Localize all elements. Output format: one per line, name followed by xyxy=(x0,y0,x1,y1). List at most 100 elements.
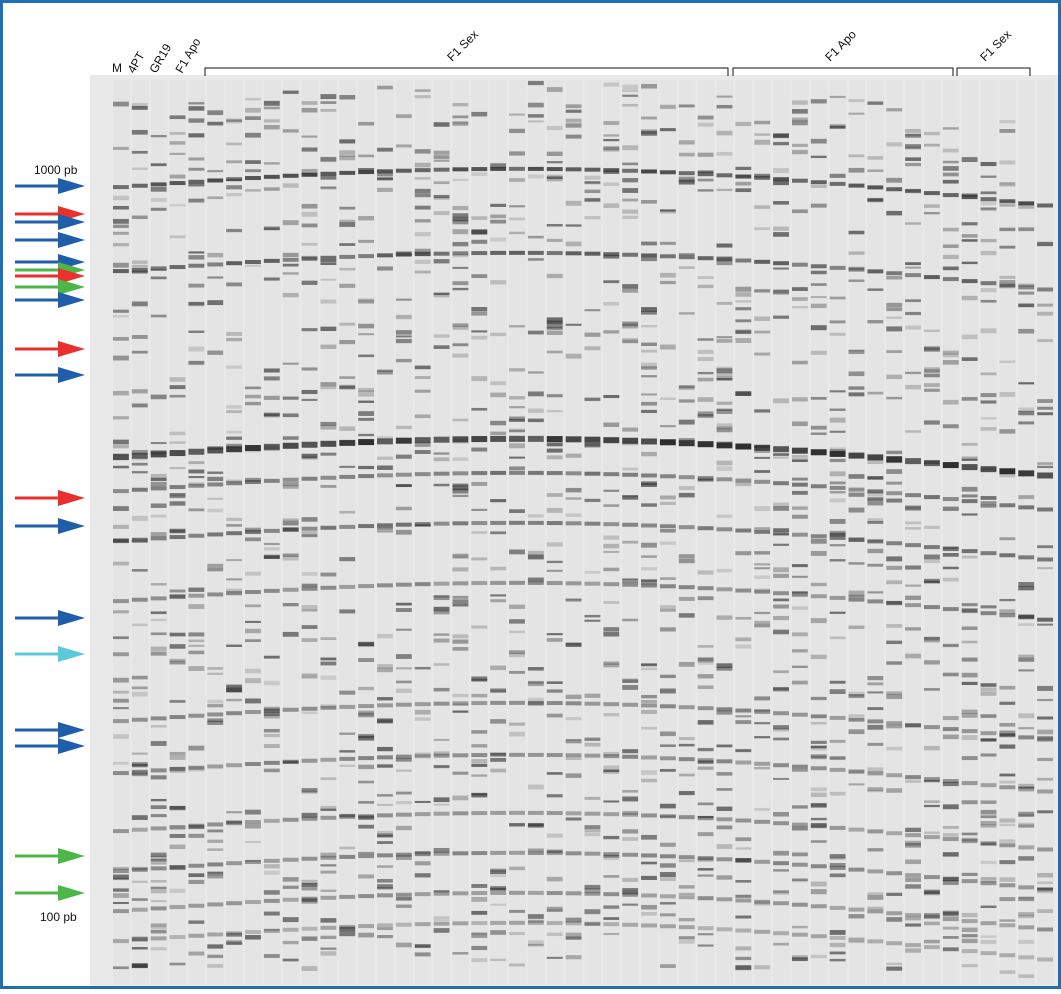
band xyxy=(1018,495,1034,499)
band xyxy=(1018,824,1034,827)
band xyxy=(735,307,751,310)
band xyxy=(698,816,714,818)
band xyxy=(830,596,846,600)
band xyxy=(1037,789,1053,793)
band xyxy=(641,555,657,558)
band xyxy=(113,888,129,891)
band xyxy=(1018,555,1034,559)
band xyxy=(981,877,997,879)
band xyxy=(528,120,544,122)
band xyxy=(547,772,563,775)
band xyxy=(735,182,751,186)
band xyxy=(415,232,431,236)
band xyxy=(1037,699,1053,701)
band xyxy=(735,188,751,192)
band xyxy=(754,457,770,459)
band xyxy=(981,201,997,205)
band xyxy=(792,933,808,937)
band xyxy=(811,904,827,908)
band xyxy=(377,583,393,587)
band xyxy=(811,787,827,791)
band xyxy=(999,919,1015,921)
band xyxy=(679,440,695,446)
band xyxy=(151,486,167,490)
band xyxy=(641,667,657,670)
band xyxy=(339,323,355,326)
band xyxy=(434,928,450,933)
band xyxy=(641,779,657,783)
band xyxy=(585,620,601,622)
band xyxy=(528,236,544,239)
band xyxy=(698,832,714,836)
band xyxy=(509,466,525,470)
band xyxy=(415,189,431,194)
band xyxy=(170,501,186,505)
band xyxy=(792,853,808,857)
lane xyxy=(679,80,696,985)
band xyxy=(415,582,431,586)
band xyxy=(415,717,431,720)
band xyxy=(566,513,582,516)
band xyxy=(132,103,148,106)
band xyxy=(566,717,582,720)
band xyxy=(981,288,997,292)
band xyxy=(170,441,186,443)
band xyxy=(339,466,355,468)
band xyxy=(377,530,393,532)
band xyxy=(509,113,525,115)
band xyxy=(962,710,978,714)
band xyxy=(886,601,902,605)
band xyxy=(302,677,318,679)
band xyxy=(924,526,940,529)
band xyxy=(905,267,921,269)
band xyxy=(754,205,770,209)
band xyxy=(622,790,638,793)
band xyxy=(981,191,997,194)
band xyxy=(943,228,959,232)
band xyxy=(188,508,204,511)
band xyxy=(151,716,167,720)
band xyxy=(490,280,506,284)
band xyxy=(509,650,525,654)
band xyxy=(188,255,204,259)
band xyxy=(754,133,770,135)
band xyxy=(490,690,506,693)
band xyxy=(226,531,242,535)
band xyxy=(849,453,865,459)
lane xyxy=(981,80,998,985)
band xyxy=(170,590,186,593)
band xyxy=(434,472,450,476)
band xyxy=(151,277,167,280)
band xyxy=(151,725,167,727)
band xyxy=(773,316,789,319)
band xyxy=(886,566,902,570)
band xyxy=(566,851,582,855)
band xyxy=(452,647,468,651)
band xyxy=(698,896,714,900)
band xyxy=(773,289,789,293)
band xyxy=(207,822,223,826)
band xyxy=(792,564,808,567)
band xyxy=(962,919,978,923)
band xyxy=(434,334,450,337)
band xyxy=(679,613,695,617)
band xyxy=(735,287,751,292)
band xyxy=(886,725,902,729)
band xyxy=(999,781,1015,784)
band xyxy=(622,829,638,833)
band xyxy=(188,157,204,160)
band xyxy=(452,640,468,644)
band xyxy=(339,927,355,932)
band xyxy=(547,126,563,130)
band xyxy=(283,708,299,712)
band xyxy=(528,667,544,671)
band xyxy=(434,211,450,215)
band xyxy=(339,139,355,143)
band xyxy=(339,171,355,175)
band xyxy=(396,473,412,477)
band xyxy=(339,525,355,529)
band xyxy=(849,770,865,774)
band xyxy=(283,518,299,520)
band xyxy=(170,385,186,389)
band xyxy=(905,299,921,302)
